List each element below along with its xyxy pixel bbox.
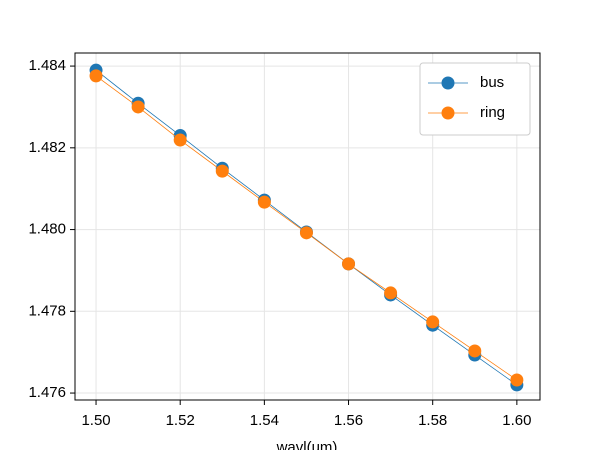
y-tick-label: 1.484: [28, 57, 66, 74]
data-point: [426, 315, 440, 329]
plot-frame: [74, 52, 541, 401]
legend-box: [419, 62, 531, 136]
y-tick-label: 1.478: [28, 302, 66, 319]
x-tick-label: 1.56: [334, 412, 363, 429]
data-point: [257, 195, 271, 209]
data-point: [131, 100, 145, 114]
data-point: [299, 226, 313, 240]
y-tick-label: 1.480: [28, 221, 66, 238]
legend-marker: [441, 106, 455, 120]
legend-label: bus: [480, 74, 504, 91]
x-tick-label: 1.58: [418, 412, 447, 429]
legend-label: ring: [480, 104, 505, 121]
x-tick-label: 1.60: [502, 412, 531, 429]
data-point: [510, 373, 524, 387]
data-point: [468, 344, 482, 358]
data-point: [215, 164, 229, 178]
data-point: [384, 286, 398, 300]
data-point: [342, 257, 356, 271]
data-point: [89, 69, 103, 83]
legend-marker: [441, 76, 455, 90]
x-tick-label: 1.50: [81, 412, 110, 429]
x-axis-label: wavl(um): [276, 439, 338, 450]
y-tick-label: 1.476: [28, 384, 66, 401]
data-point: [173, 133, 187, 147]
x-tick-label: 1.54: [250, 412, 279, 429]
x-tick-label: 1.52: [166, 412, 195, 429]
y-tick-label: 1.482: [28, 139, 66, 156]
